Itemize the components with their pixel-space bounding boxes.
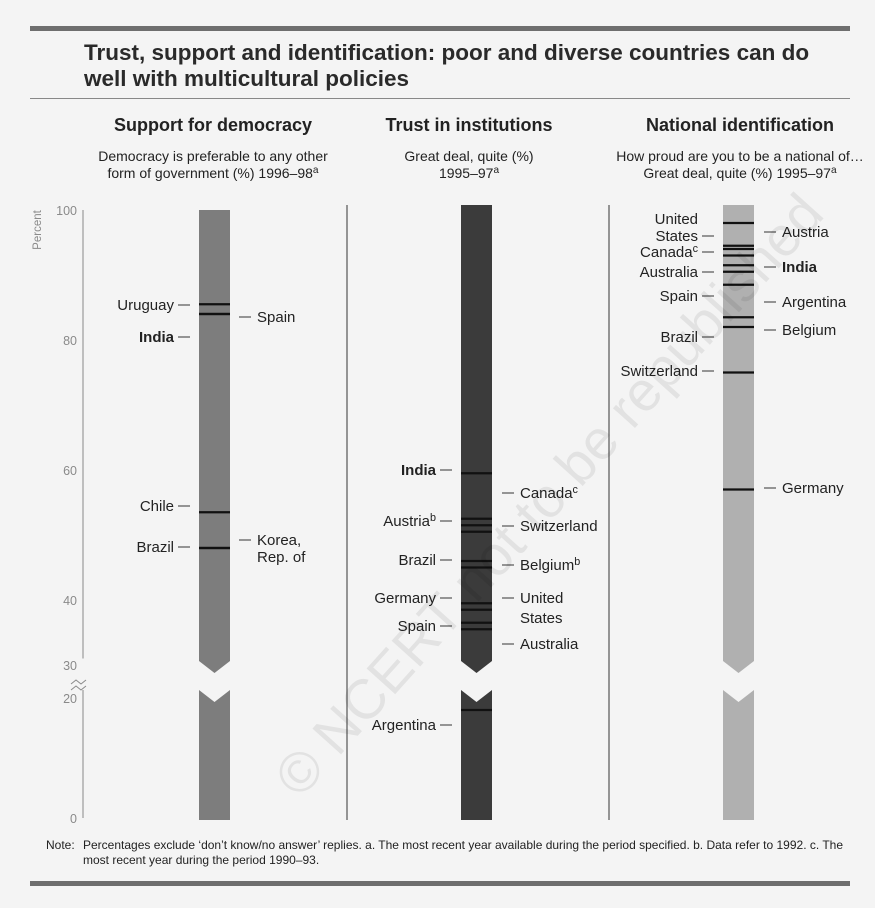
- panel-subtitle-sup: a: [313, 165, 319, 176]
- data-label-belgium: Belgium: [782, 322, 836, 339]
- data-label-spain: Spain: [257, 309, 295, 326]
- panel-subtitle: Great deal, quite (%) 1995–97a: [643, 165, 837, 181]
- data-label-canada: Canadac: [640, 243, 699, 261]
- panel-title: Trust in institutions: [386, 115, 553, 135]
- data-label-belgium-sup: b: [574, 556, 580, 568]
- data-label-australia: Australia: [640, 264, 699, 281]
- y-tick-label: 0: [70, 812, 77, 826]
- y-axis-label: Percent: [32, 209, 44, 249]
- data-label-korea-rep-of: Korea,: [257, 532, 301, 549]
- bottom-rule: [30, 881, 850, 886]
- chart-title: Trust, support and identification: poor …: [84, 40, 810, 91]
- data-label-germany: Germany: [374, 590, 436, 607]
- data-label-canada-sup: c: [573, 484, 579, 496]
- data-label-switzerland: Switzerland: [620, 363, 698, 380]
- data-label-austria: Austriab: [383, 512, 436, 530]
- data-label-brazil: Brazil: [660, 329, 698, 346]
- data-label-united-states: United: [520, 590, 563, 607]
- top-rule: [30, 26, 850, 31]
- data-label-spain: Spain: [660, 288, 698, 305]
- panel-subtitle: form of government (%) 1996–98a: [107, 165, 318, 181]
- y-tick-label: 80: [63, 334, 77, 348]
- data-label-brazil: Brazil: [136, 539, 174, 556]
- data-label-austria-sup: b: [430, 512, 436, 524]
- data-label-brazil: Brazil: [398, 552, 436, 569]
- data-label-australia: Australia: [520, 636, 579, 653]
- panel-subtitle-sup: a: [493, 165, 499, 176]
- data-label-united-states: States: [655, 228, 698, 245]
- footnote-text: Percentages exclude ‘don’t know/no answe…: [83, 838, 843, 867]
- axis-break-mark: [70, 679, 87, 691]
- bar-trust-lower: [461, 690, 492, 820]
- y-tick-label: 60: [63, 464, 77, 478]
- bar-identification-lower: [723, 690, 754, 820]
- panel-title: Support for democracy: [114, 115, 312, 135]
- data-label-united-states: United: [655, 211, 698, 228]
- y-tick-label: 20: [63, 692, 77, 706]
- data-label-argentina: Argentina: [372, 717, 437, 734]
- y-tick-label: 40: [63, 594, 77, 608]
- panel-subtitle: How proud are you to be a national of…: [616, 148, 864, 164]
- title-divider: [30, 98, 850, 99]
- data-label-india: India: [401, 462, 437, 479]
- panel-subtitle: Democracy is preferable to any other: [98, 148, 328, 164]
- bar-democracy-lower: [199, 690, 230, 820]
- data-label-korea-rep-of: Rep. of: [257, 549, 306, 566]
- data-label-spain: Spain: [398, 618, 436, 635]
- bar-trust-upper: [461, 205, 492, 673]
- data-label-india: India: [139, 329, 175, 346]
- footnote-lead: Note:: [46, 838, 75, 852]
- data-label-switzerland: Switzerland: [520, 518, 598, 535]
- data-label-germany: Germany: [782, 480, 844, 497]
- data-label-canada: Canadac: [520, 484, 579, 502]
- data-label-india: India: [782, 259, 818, 276]
- data-label-united-states: States: [520, 610, 563, 627]
- data-label-austria: Austria: [782, 224, 829, 241]
- data-label-argentina: Argentina: [782, 294, 847, 311]
- data-label-chile: Chile: [140, 498, 174, 515]
- bar-identification-upper: [723, 205, 754, 673]
- data-label-uruguay: Uruguay: [117, 297, 174, 314]
- panel-subtitle-sup: a: [831, 165, 837, 176]
- panel-subtitle: Great deal, quite (%): [404, 148, 533, 164]
- panel-title: National identification: [646, 115, 834, 135]
- panel-subtitle: 1995–97a: [439, 165, 500, 181]
- y-tick-label: 100: [56, 204, 77, 218]
- data-label-belgium: Belgiumb: [520, 556, 580, 574]
- bar-democracy-upper: [199, 210, 230, 673]
- y-tick-label: 30: [63, 659, 77, 673]
- data-label-canada-sup: c: [693, 243, 699, 255]
